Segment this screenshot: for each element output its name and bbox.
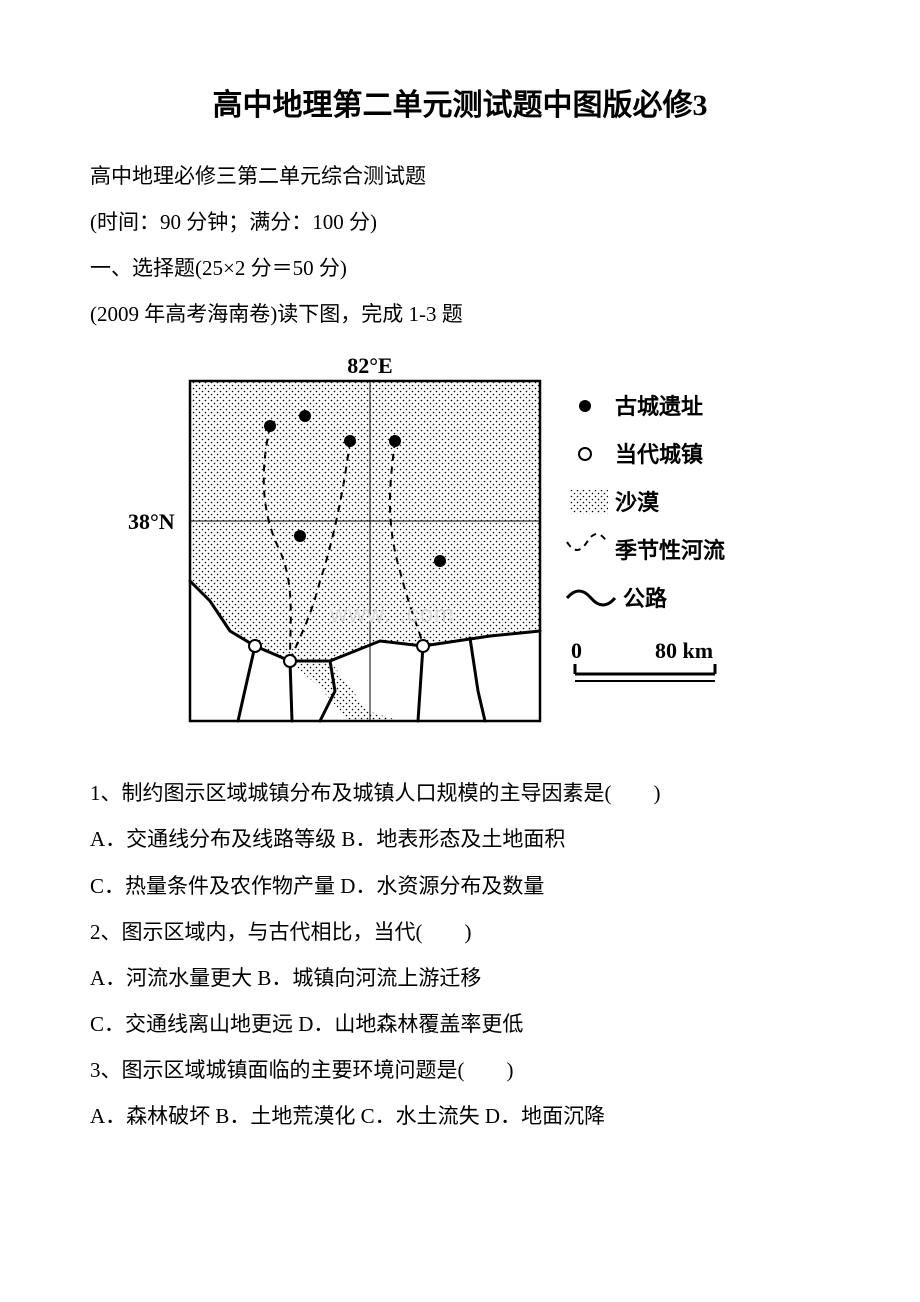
svg-text:0: 0 <box>571 638 582 663</box>
question-source: (2009 年高考海南卷)读下图，完成 1-3 题 <box>90 292 830 336</box>
question-2-options-ab: A．河流水量更大 B．城镇向河流上游迁移 <box>90 956 830 1000</box>
svg-text:80 km: 80 km <box>655 638 713 663</box>
question-2-stem: 2、图示区域内，与古代相比，当代( ) <box>90 910 830 954</box>
svg-text:82°E: 82°E <box>347 353 392 378</box>
question-1-options-ab: A．交通线分布及线路等级 B．地表形态及土地面积 <box>90 817 830 861</box>
map-svg: 82°E 38°N 古城遗址当代城镇沙漠季节性河流公路 0 80 km <box>120 351 800 751</box>
subtitle: 高中地理必修三第二单元综合测试题 <box>90 154 830 198</box>
svg-text:古城遗址: 古城遗址 <box>615 394 703 419</box>
exam-info: (时间：90 分钟；满分：100 分) <box>90 200 830 244</box>
svg-text:38°N: 38°N <box>128 509 175 534</box>
question-1-stem: 1、制约图示区域城镇分布及城镇人口规模的主导因素是( ) <box>90 771 830 815</box>
watermark-text: www. .com <box>330 601 455 629</box>
map-figure: 82°E 38°N 古城遗址当代城镇沙漠季节性河流公路 0 80 km www. .c… <box>120 351 800 751</box>
svg-text:公路: 公路 <box>623 586 668 611</box>
document-title: 高中地理第二单元测试题中图版必修3 <box>90 80 830 124</box>
question-2-options-cd: C．交通线离山地更远 D．山地森林覆盖率更低 <box>90 1002 830 1046</box>
question-1-options-cd: C．热量条件及农作物产量 D．水资源分布及数量 <box>90 864 830 908</box>
svg-text:当代城镇: 当代城镇 <box>615 442 703 467</box>
section-header: 一、选择题(25×2 分＝50 分) <box>90 246 830 290</box>
question-3-options: A．森林破坏 B．土地荒漠化 C．水土流失 D．地面沉降 <box>90 1094 830 1138</box>
figure-container: 82°E 38°N 古城遗址当代城镇沙漠季节性河流公路 0 80 km www. .c… <box>90 351 830 751</box>
question-3-stem: 3、图示区域城镇面临的主要环境问题是( ) <box>90 1048 830 1092</box>
svg-text:季节性河流: 季节性河流 <box>615 538 725 563</box>
svg-text:沙漠: 沙漠 <box>615 490 660 515</box>
